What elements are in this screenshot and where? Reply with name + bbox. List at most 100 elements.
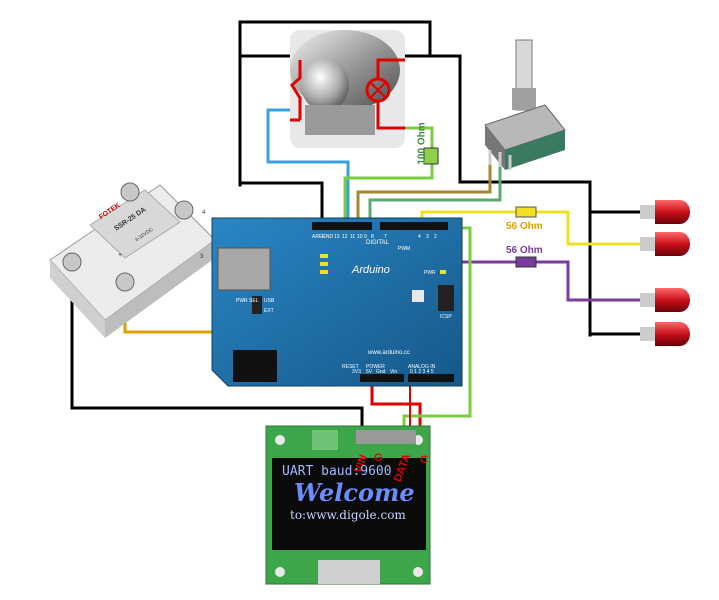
relay-terminal-4: [115, 272, 135, 292]
leds: [640, 200, 690, 346]
encoder-body-front: [505, 130, 565, 170]
push-button-cap: [301, 59, 349, 111]
header-analog: [408, 374, 454, 382]
oled-line-baud: UART baud:9600: [282, 464, 392, 479]
oled-flex: [318, 560, 380, 584]
relay-terminal-2: [120, 182, 140, 202]
wire-green-resistor: [343, 126, 434, 230]
led-3: [640, 288, 690, 312]
pwm-label: PWM: [398, 246, 411, 252]
pin-11-label: 11: [350, 234, 356, 240]
wire-green-pot: [368, 158, 502, 230]
encoder-collar: [512, 88, 536, 110]
aref-label: AREF: [312, 234, 326, 240]
oled-pin-c-label: C: [420, 454, 428, 466]
gnd-label: GND: [322, 234, 334, 240]
wire-olive-pot: [356, 158, 492, 230]
pin-10-label: 10: [357, 234, 363, 240]
vin-label: Vin: [390, 369, 398, 375]
led-1: [640, 200, 690, 224]
resistor-56-ohm-yellow-label: 56 Ohm: [506, 221, 543, 232]
relay-pin-plus: +: [118, 252, 123, 259]
5v-label: 5V: [366, 369, 373, 375]
oled-jumpers: [312, 430, 338, 450]
header-power: [360, 374, 404, 382]
button-switch-symbol: [290, 60, 302, 120]
wire-black-to-gnd: [238, 181, 324, 227]
digital-label: DIGITAL: [366, 240, 389, 246]
arduino-board: [211, 217, 463, 387]
oled-hole-bl: [275, 567, 285, 577]
pin-9-label: 9: [364, 234, 367, 240]
header-digital-left: [312, 222, 372, 230]
oled-module: [265, 425, 431, 585]
pin-12-label: 12: [342, 234, 348, 240]
arduino-brand: Arduino: [352, 264, 390, 276]
relay-terminal-3: [174, 200, 194, 220]
wire-black-relay: [70, 260, 364, 434]
led-l: [320, 254, 328, 258]
3v3-label: 3V3: [352, 369, 361, 375]
led-2-body: [655, 232, 690, 256]
arduino-pcb: [211, 217, 463, 387]
relay-pin-3: 3: [200, 254, 204, 260]
usb-port: [217, 247, 271, 291]
pin-2-label: 2: [434, 234, 437, 240]
relay-terminal-1: [62, 252, 82, 272]
pwr-sel-label: PWR SEL: [236, 298, 259, 304]
wire-blue: [266, 108, 350, 230]
led-1-body: [655, 200, 690, 224]
pin-4-label: 4: [418, 234, 421, 240]
pin-3-label: 3: [426, 234, 429, 240]
resistor-56-ohm-purple-label: 56 Ohm: [506, 245, 543, 256]
relay-side: [105, 240, 215, 338]
wire-yellow-leds: [420, 210, 642, 246]
icsp-header: [438, 285, 454, 311]
resistor-100-ohm: [423, 147, 439, 165]
analog-pins-label: 0 1 2 3 4 5: [410, 369, 434, 375]
wire-purple-leds: [434, 226, 642, 302]
led-pwr: [440, 270, 446, 274]
analog-label: ANALOG IN: [408, 364, 436, 370]
ext-label: EXT: [264, 308, 274, 314]
oled-line-welcome: Welcome: [294, 478, 415, 507]
oled-pin-gnd-label: G: [374, 452, 383, 464]
wire-red-5v: [370, 383, 422, 438]
led-2: [640, 232, 690, 256]
gnd2-label: Gnd: [376, 369, 386, 375]
reset-button: [412, 290, 424, 302]
led-tx: [320, 262, 328, 266]
oled-line-url: to:www.digole.com: [290, 508, 406, 522]
led-4: [640, 322, 690, 346]
lamp-wire-bottom: [376, 101, 405, 130]
relay-label-area: [89, 189, 181, 259]
relay-front: [50, 260, 105, 338]
power-jack: [233, 350, 277, 382]
icsp-label: ICSP: [440, 314, 452, 320]
pwr-sel-jumper: [252, 296, 262, 314]
led-rx: [320, 270, 328, 274]
wire-black-pot: [428, 54, 592, 337]
pin-7-label: 7: [384, 234, 387, 240]
header-digital-right: [380, 222, 448, 230]
pin-8-label: 8: [371, 234, 374, 240]
pwr-label: PWR: [424, 270, 436, 276]
push-button: [290, 30, 405, 148]
usb-label: USB: [264, 298, 275, 304]
oled-hole-br: [413, 567, 423, 577]
resistor-100-ohm-label: 100 Ohm: [416, 122, 428, 165]
led-3-body: [655, 288, 690, 312]
oled-screen: [272, 458, 426, 550]
oled-hole-tl: [275, 435, 285, 445]
resistor-56-ohm-purple: [515, 256, 537, 268]
pin-13-label: 13: [334, 234, 340, 240]
push-button-thread: [305, 105, 375, 135]
wires: [70, 20, 642, 438]
oled-pin-header: [356, 430, 416, 444]
lamp-icon-x2: [369, 81, 387, 99]
power-label: POWER: [366, 364, 385, 370]
lamp-wire-top: [376, 58, 405, 79]
led-4-body: [655, 322, 690, 346]
relay-pin-4: 4: [202, 210, 206, 216]
